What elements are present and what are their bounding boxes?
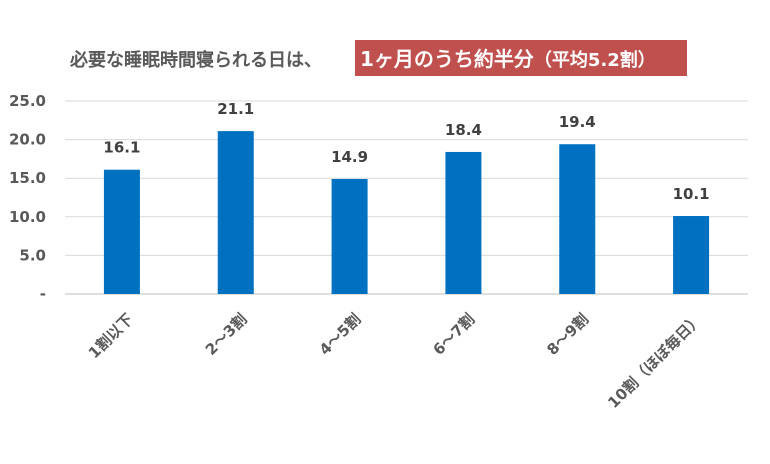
x-axis-categories: 1割以下 2～3割 4～5割 6～7割 8～9割 10割（ほぼ毎日） (85, 310, 706, 412)
chart-title-highlight-note: （平均5.2割） (534, 49, 656, 71)
data-labels: 16.1 21.1 14.9 18.4 19.4 10.1 (103, 100, 709, 203)
gridlines (65, 100, 748, 295)
x-category-label: 1割以下 (85, 310, 137, 362)
chart-title-highlight-main: 1ヶ月のうち約半分 (360, 47, 534, 71)
data-label: 14.9 (331, 148, 368, 166)
x-category-label: 6～7割 (430, 310, 479, 359)
bar (217, 131, 254, 294)
data-label: 21.1 (217, 100, 254, 118)
bar (103, 169, 140, 294)
chart-title-highlight: 1ヶ月のうち約半分（平均5.2割） (360, 47, 656, 71)
y-tick-label: - (40, 285, 46, 303)
data-label: 18.4 (445, 121, 482, 139)
y-axis-ticks: - 5.0 10.0 15.0 20.0 25.0 (9, 92, 46, 303)
y-tick-label: 25.0 (9, 92, 46, 110)
y-tick-label: 10.0 (9, 208, 46, 226)
x-category-label: 10割（ほぼ毎日） (604, 310, 706, 412)
chart-title: 必要な睡眠時間寝られる日は、 1ヶ月のうち約半分（平均5.2割） (69, 40, 687, 76)
x-category-label: 2～3割 (202, 310, 251, 359)
y-tick-label: 5.0 (19, 246, 46, 264)
bar (331, 178, 368, 294)
data-label: 19.4 (559, 113, 596, 131)
y-tick-label: 15.0 (9, 169, 46, 187)
bar (445, 151, 482, 294)
data-label: 10.1 (673, 185, 710, 203)
x-category-label: 8～9割 (543, 310, 592, 359)
bar (673, 216, 710, 294)
chart-title-plain: 必要な睡眠時間寝られる日は、 (69, 49, 322, 71)
bar (559, 144, 596, 294)
data-label: 16.1 (103, 139, 140, 157)
bars (103, 131, 710, 294)
x-category-label: 4～5割 (316, 310, 365, 359)
chart-title-highlight-background (355, 40, 687, 76)
y-tick-label: 20.0 (9, 131, 46, 149)
